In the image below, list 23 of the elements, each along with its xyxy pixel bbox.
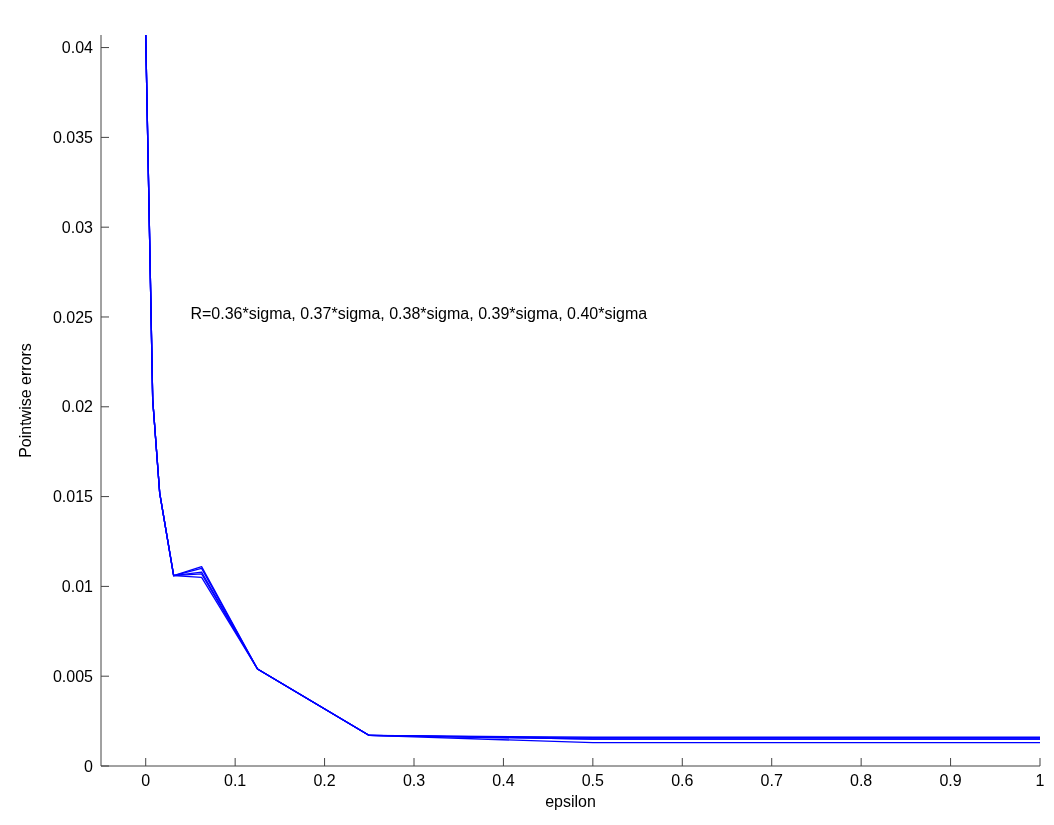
y-tick-label: 0.025 (52, 308, 94, 326)
x-tick-label: 0.2 (313, 772, 336, 789)
y-tick-label: 0.015 (52, 488, 94, 506)
x-tick-label: 0.3 (402, 772, 426, 789)
x-axis-title: epsilon (545, 793, 596, 810)
x-tick-label: 0.6 (671, 772, 694, 789)
y-axis-title: Pointwise errors (17, 343, 35, 458)
y-tick-label: 0.01 (61, 577, 94, 595)
x-tick-label: 0.4 (492, 772, 515, 789)
x-tick-label: 0.9 (939, 772, 962, 789)
x-tick-label: 0.1 (224, 772, 247, 789)
y-tick-label: 0 (84, 757, 94, 775)
x-tick-label: 1 (1035, 772, 1045, 789)
x-tick-label: 0.8 (850, 772, 873, 789)
x-tick-label: 0.7 (760, 772, 783, 789)
annotation: R=0.36*sigma, 0.37*sigma, 0.38*sigma, 0.39*sigma, 0.40*sigma (190, 304, 648, 322)
y-tick-label: 0.04 (61, 39, 94, 57)
y-tick-label: 0.035 (52, 128, 94, 146)
y-tick-label: 0.02 (61, 398, 94, 416)
x-tick-label: 0.5 (581, 772, 605, 789)
x-tick-label: 0 (141, 772, 151, 789)
y-tick-label: 0.03 (61, 218, 94, 236)
y-tick-label: 0.005 (52, 667, 94, 685)
